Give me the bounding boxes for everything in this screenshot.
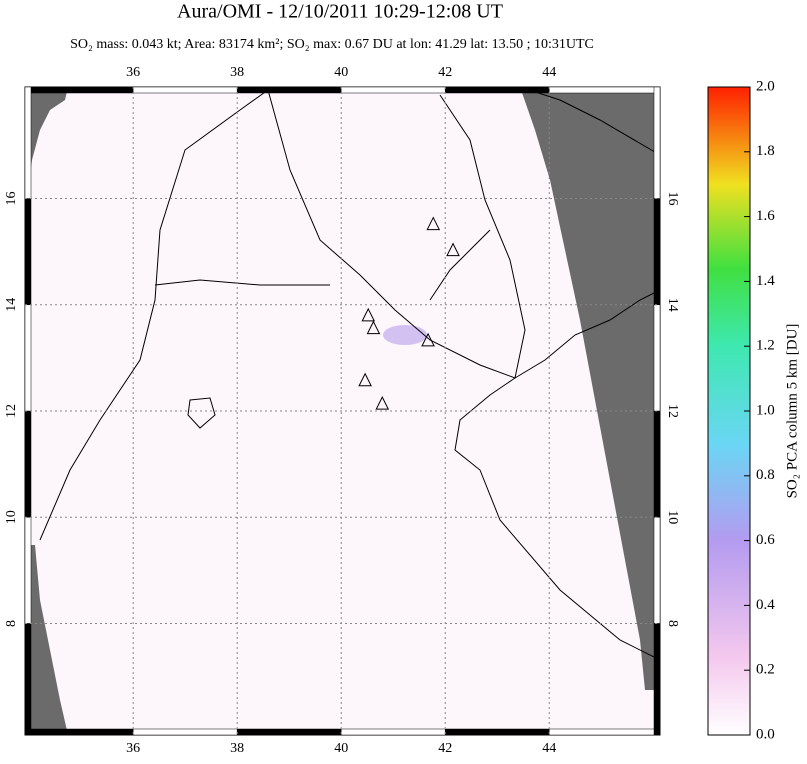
border	[154, 229, 491, 301]
volcano	[366, 320, 381, 335]
frame-bar	[132, 86, 238, 94]
frame-bar	[236, 86, 342, 94]
y-tick-label: 14	[665, 298, 680, 312]
frame-bar	[340, 728, 446, 736]
no-data-region	[25, 545, 68, 735]
x-tick-label: 38	[230, 741, 244, 756]
so2-plume	[383, 325, 427, 345]
x-tick-label: 42	[438, 741, 452, 756]
y-tick-label: 16	[4, 192, 19, 206]
frame-bar	[24, 516, 32, 624]
border	[519, 86, 661, 156]
x-tick-label: 36	[126, 741, 140, 756]
y-tick-label: 10	[4, 510, 19, 524]
volcano	[426, 216, 441, 231]
colorbar-label: SO₂ PCA column 5 km [DU]	[784, 324, 800, 499]
colorbar-tick-label: 1.0	[756, 402, 775, 418]
colorbar-tick-label: 0.8	[756, 467, 775, 483]
frame-bar	[340, 86, 446, 94]
colorbar-tick-label: 1.4	[756, 273, 775, 289]
no-data-region	[520, 87, 660, 690]
frame-bar	[653, 304, 661, 412]
frame-bar	[24, 304, 32, 412]
x-tick-label: 44	[542, 65, 556, 80]
frame-bar	[24, 728, 134, 736]
frame-bar	[236, 728, 342, 736]
y-tick-label: 8	[665, 620, 680, 627]
volcano	[421, 332, 435, 347]
y-tick-label: 12	[665, 404, 680, 418]
no-data-region	[25, 87, 68, 190]
frame-bar	[548, 728, 661, 736]
x-tick-label: 44	[542, 741, 556, 756]
frame-bar	[653, 410, 661, 518]
y-tick-label: 8	[4, 620, 19, 627]
frame-bar	[444, 86, 550, 94]
volcano	[446, 242, 460, 257]
y-tick-label: 10	[665, 510, 680, 524]
colorbar-tick-label: 0.2	[756, 662, 775, 678]
lake	[187, 397, 216, 429]
colorbar-tick-label: 0.6	[756, 532, 775, 548]
frame-bar	[653, 623, 661, 736]
colorbar	[707, 86, 751, 736]
x-tick-label: 38	[230, 65, 244, 80]
frame-bar	[653, 86, 661, 199]
x-tick-label: 40	[334, 65, 348, 80]
frame-bar	[24, 198, 32, 306]
volcano	[358, 372, 372, 387]
y-tick-label: 14	[4, 298, 19, 312]
colorbar-tick-label: 1.2	[756, 338, 775, 354]
frame-bar	[653, 198, 661, 306]
colorbar-tick-label: 1.6	[756, 208, 775, 224]
frame-bar	[132, 728, 238, 736]
colorbar-tick-label: 0.0	[756, 726, 775, 742]
frame-bar	[24, 86, 134, 94]
frame-bar	[548, 86, 661, 94]
frame-bar	[653, 516, 661, 624]
frame-bar	[24, 86, 32, 199]
frame-bar	[24, 623, 32, 736]
frame-bar	[24, 410, 32, 518]
colorbar-tick-label: 2.0	[756, 78, 775, 94]
x-tick-label: 40	[334, 741, 348, 756]
title: Aura/OMI - 12/10/2011 10:29-12:08 UT	[177, 1, 503, 23]
border	[39, 89, 269, 541]
volcano	[375, 395, 390, 410]
x-tick-label: 36	[126, 65, 140, 80]
y-tick-label: 16	[665, 192, 680, 206]
colorbar-tick-label: 1.8	[756, 143, 775, 159]
x-tick-label: 42	[438, 65, 452, 80]
volcano	[361, 307, 376, 322]
coastline	[267, 89, 526, 379]
y-tick-label: 12	[4, 404, 19, 418]
colorbar-tick-label: 0.4	[756, 597, 775, 613]
coastline	[514, 289, 661, 379]
frame-bar	[444, 728, 550, 736]
subtitle: SO₂ mass: 0.043 kt; Area: 83174 km²; SO₂…	[70, 37, 594, 52]
